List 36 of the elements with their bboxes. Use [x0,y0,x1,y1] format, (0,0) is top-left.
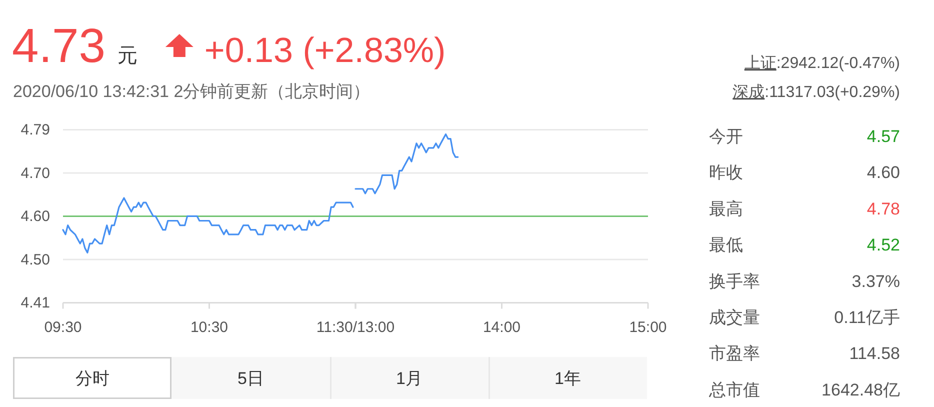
text: 深成:11317.03(+0.29%) [732,83,900,101]
text: 4.60 [866,163,900,182]
text: +0.13 (+2.83%) [204,31,446,70]
y-tick-label: 4.50 [20,251,50,268]
category-label: 昨收 [709,163,743,182]
y-tick-label: 4.79 [20,122,50,139]
x-tick-label: 14:00 [482,319,521,336]
y-tick-label: 4.70 [20,164,50,182]
x-tick-label: 15:00 [629,319,667,336]
category-label: 市盈率 [709,344,760,364]
text: 114.58 [849,344,900,364]
category-label: 最低 [709,236,743,255]
text: 1642.48亿 [822,380,900,400]
text: 2020/06/10 13:42:31 2分钟前更新（北京时间） [13,82,370,101]
category-label: 1年 [554,369,581,388]
category-label: 分时 [75,369,110,388]
text: 3.37% [852,272,900,291]
x-tick-label: 11:30/13:00 [316,319,395,336]
category-label: 5日 [238,369,264,388]
text: 0.11亿手 [834,308,900,327]
category-label: 换手率 [709,272,760,291]
y-tick-label: 4.41 [20,294,50,312]
text: 4.57 [866,127,900,146]
x-tick-label: 09:30 [44,319,82,336]
category-label: 成交量 [709,308,760,327]
category-label: 总市值 [708,380,760,400]
text: 上证:2942.12(-0.47%) [744,54,900,72]
category-label: 今开 [709,127,743,146]
x-tick-label: 10:30 [190,319,228,336]
text: 元 [117,45,138,67]
category-label: 最高 [709,199,743,218]
text: 4.73 [12,20,106,73]
y-tick-label: 4.60 [20,208,50,226]
text: 4.78 [866,199,900,218]
text: 4.52 [866,236,900,255]
category-label: 1月 [396,369,422,388]
